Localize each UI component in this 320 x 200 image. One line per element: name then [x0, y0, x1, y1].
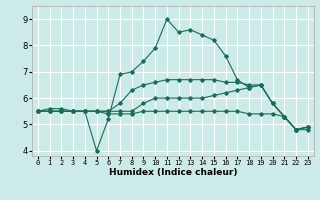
X-axis label: Humidex (Indice chaleur): Humidex (Indice chaleur) — [108, 168, 237, 177]
